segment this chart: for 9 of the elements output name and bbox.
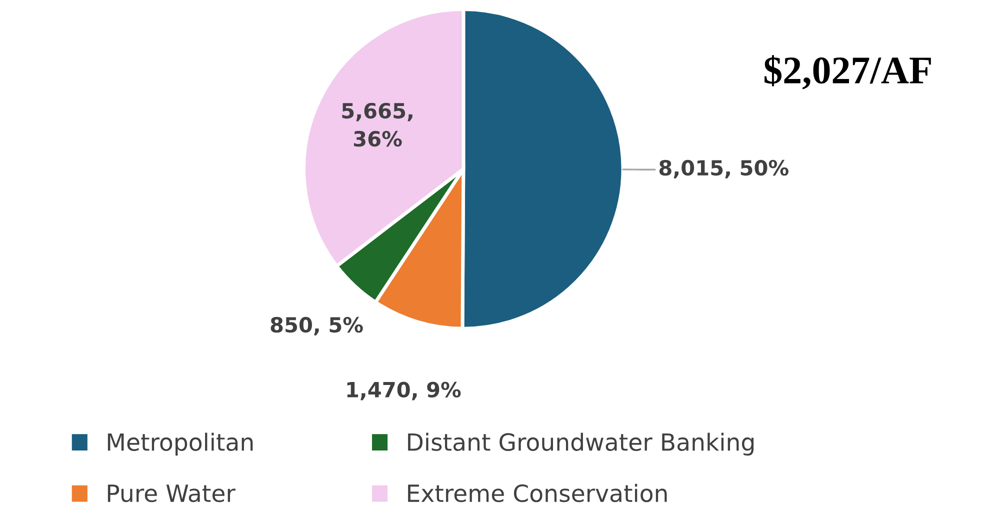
legend-label: Pure Water xyxy=(108,484,236,502)
data-label: 1,470, 9% xyxy=(347,382,461,400)
data-label: 8,015, 50% xyxy=(659,160,788,178)
legend-label: Distant Groundwater Banking xyxy=(408,432,754,456)
text: $2,027/AF xyxy=(764,55,931,90)
legend-label: Extreme Conservation xyxy=(408,484,667,502)
data-label: 5,665, 36% xyxy=(342,102,412,147)
legend-label: Metropolitan xyxy=(108,432,253,456)
data-label: 850, 5% xyxy=(270,316,363,336)
